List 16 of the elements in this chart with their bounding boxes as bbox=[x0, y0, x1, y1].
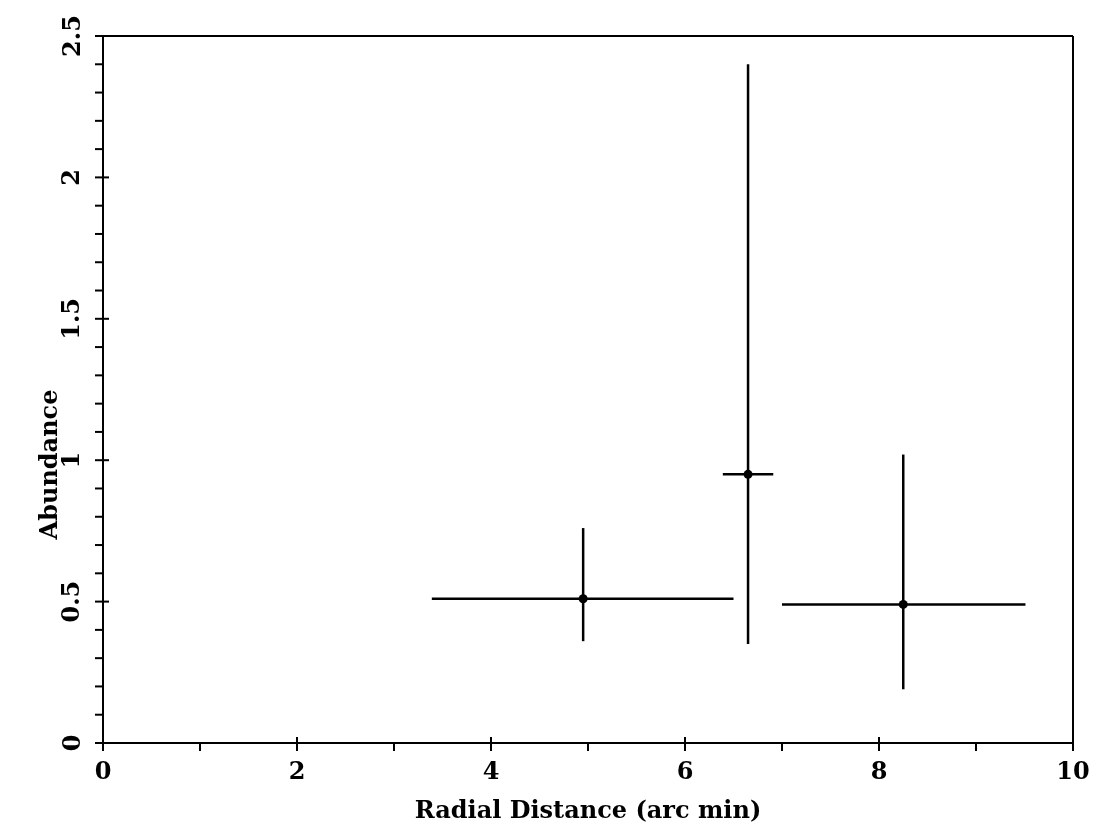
x-axis-title: Radial Distance (arc min) bbox=[414, 795, 762, 824]
x-tick-label: 0 bbox=[94, 756, 112, 785]
x-tick-label: 10 bbox=[1056, 756, 1090, 785]
point bbox=[578, 594, 588, 604]
y-tick-label: 2.5 bbox=[56, 15, 86, 57]
x-tick-label: 8 bbox=[870, 756, 888, 785]
y-tick-label: 0.5 bbox=[56, 580, 86, 623]
y-tick-label: 2 bbox=[56, 169, 86, 186]
y-tick-label: 1.5 bbox=[56, 297, 86, 340]
x-tick-label: 2 bbox=[288, 756, 306, 785]
point bbox=[898, 599, 908, 609]
y-tick-label: 1 bbox=[56, 451, 86, 469]
point bbox=[743, 469, 753, 479]
x-tick-label: 6 bbox=[676, 756, 694, 785]
y-tick-label: 0 bbox=[56, 734, 86, 752]
x-tick-label: 4 bbox=[482, 756, 500, 785]
